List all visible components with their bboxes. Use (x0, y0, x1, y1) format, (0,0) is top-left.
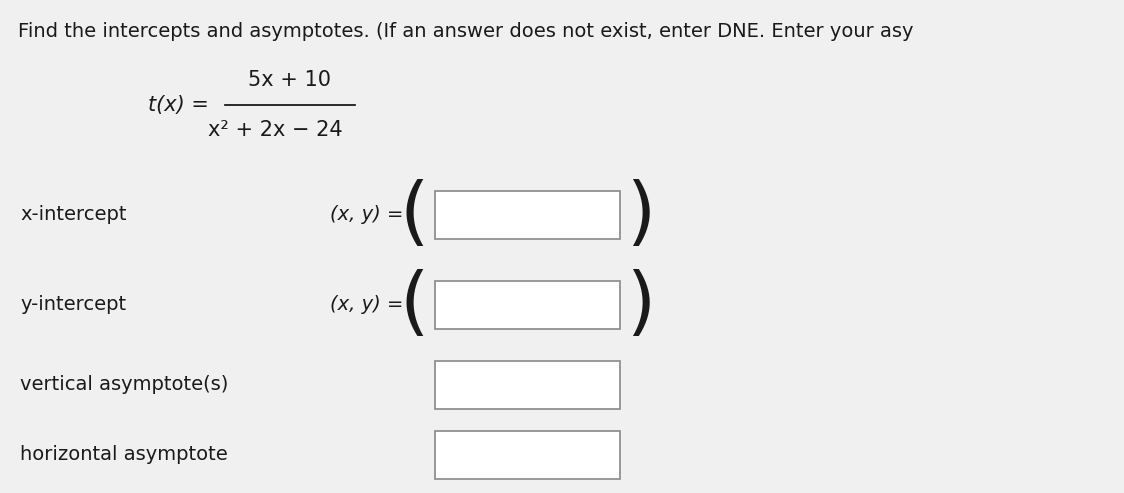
Text: ): ) (626, 269, 655, 342)
Text: 5x + 10: 5x + 10 (248, 70, 332, 90)
Text: vertical asymptote(s): vertical asymptote(s) (20, 376, 228, 394)
FancyBboxPatch shape (435, 361, 620, 409)
FancyBboxPatch shape (435, 191, 620, 239)
Text: (: ( (400, 269, 429, 342)
Text: y-intercept: y-intercept (20, 295, 126, 315)
Text: (x, y) =: (x, y) = (330, 295, 404, 315)
Text: Find the intercepts and asymptotes. (If an answer does not exist, enter DNE. Ent: Find the intercepts and asymptotes. (If … (18, 22, 914, 41)
Text: t(x) =: t(x) = (148, 95, 209, 115)
Text: (x, y) =: (x, y) = (330, 206, 404, 224)
FancyBboxPatch shape (435, 431, 620, 479)
Text: (: ( (400, 178, 429, 251)
Text: x² + 2x − 24: x² + 2x − 24 (208, 120, 343, 140)
FancyBboxPatch shape (435, 281, 620, 329)
Text: ): ) (626, 178, 655, 251)
Text: x-intercept: x-intercept (20, 206, 127, 224)
Text: horizontal asymptote: horizontal asymptote (20, 446, 228, 464)
